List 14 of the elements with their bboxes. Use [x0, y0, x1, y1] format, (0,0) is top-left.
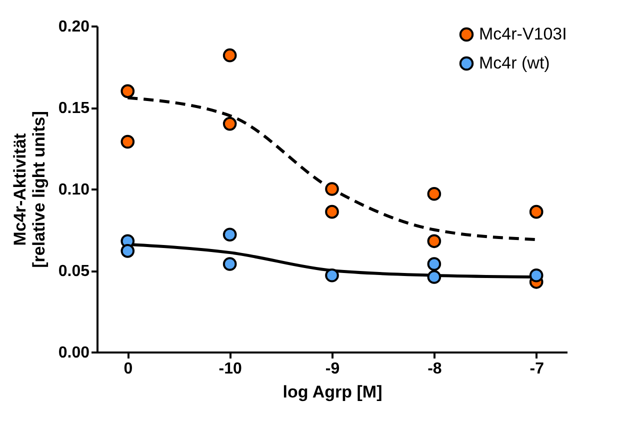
x-tick-label: -10: [218, 360, 242, 378]
x-axis-title: log Agrp [M]: [282, 382, 382, 402]
x-tick-label: -7: [530, 360, 544, 378]
y-tick-label: 0.05: [58, 263, 90, 280]
y-tick-label: 0.15: [58, 100, 90, 117]
legend-label: Mc4r-V103I: [479, 24, 567, 44]
x-tick-label: -8: [428, 360, 442, 378]
x-tick-label: -9: [325, 360, 340, 378]
y-tick-label: 0.10: [58, 182, 90, 198]
y-tick-label: 0.20: [58, 18, 90, 36]
x-tick-label: 0: [124, 360, 133, 378]
legend-label: Mc4r (wt): [479, 54, 550, 72]
y-axis-title: Mc4r-Aktivität [relative light units]: [10, 111, 48, 268]
y-tick-label: 0.00: [58, 344, 90, 362]
